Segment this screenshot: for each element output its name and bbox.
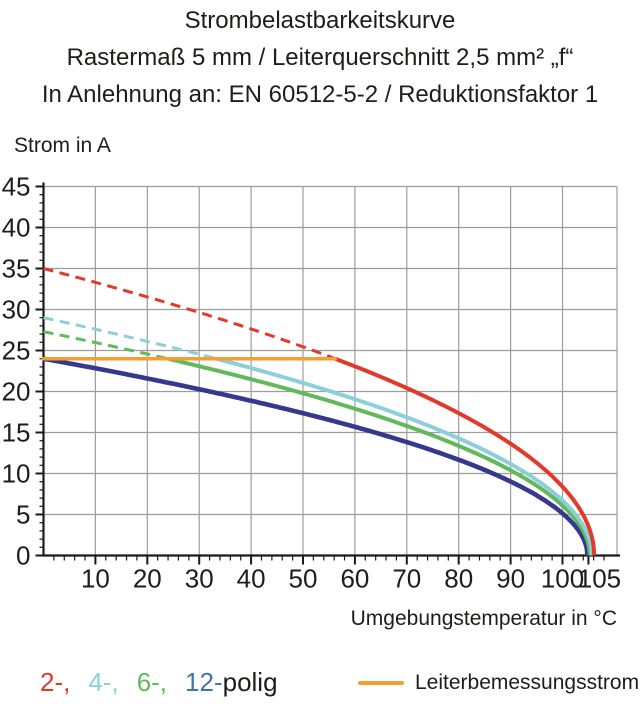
- y-tick-label: 45: [2, 172, 31, 202]
- axes: [42, 182, 620, 557]
- legend-item-2-polig: 2-,: [40, 667, 70, 698]
- x-tick-label: 30: [185, 564, 214, 594]
- y-tick-label: 15: [2, 418, 31, 448]
- y-tick-label: 35: [2, 254, 31, 284]
- chart-header: Strombelastbarkeitskurve Rastermaß 5 mm …: [0, 2, 640, 113]
- legend-item-4-polig: 4-,: [88, 667, 118, 698]
- x-tick-label: 40: [237, 564, 266, 594]
- rated-current-label: Leiterbemessungsstrom: [415, 671, 640, 694]
- legend-item-12-polig: 12-polig: [185, 667, 278, 698]
- series-6-polig-curve: [167, 356, 592, 556]
- series-4-polig-curve: [215, 356, 594, 556]
- x-tick-label: 105: [578, 564, 621, 594]
- grid-lines: [43, 185, 618, 556]
- legend-item-6-polig: 6-,: [137, 667, 167, 698]
- y-tick-label: 10: [2, 459, 31, 489]
- x-axis-title: Umgebungstemperatur in °C: [350, 607, 617, 630]
- legend-item-value: 12-: [185, 667, 223, 697]
- y-tick-label: 5: [16, 500, 30, 530]
- y-tick-label: 25: [2, 336, 31, 366]
- tick-marks: [35, 185, 605, 565]
- y-tick-label: 40: [2, 213, 31, 243]
- legend-rated-current: Leiterbemessungsstrom: [358, 671, 639, 695]
- series-2-polig-dashed: [43, 267, 336, 361]
- series-12-polig-curve: [43, 356, 590, 556]
- tick-labels: 0 5 10 15 20 25 30 35 40 45 10 20 30 40 50 60 70 80 90 1001…: [2, 172, 622, 594]
- series-6-polig-dashed: [43, 330, 168, 361]
- x-tick-label: 90: [496, 564, 525, 594]
- x-tick-label: 50: [289, 564, 318, 594]
- y-tick-label: 20: [2, 377, 31, 407]
- legend-item-value: 4-,: [88, 667, 119, 697]
- x-tick-label: 100: [541, 564, 584, 594]
- series-4-polig-dashed: [43, 316, 217, 361]
- chart-title-line1: Strombelastbarkeitskurve: [184, 7, 456, 34]
- chart-title-line2: Rastermaß 5 mm / Leiterquerschnitt 2,5 m…: [66, 44, 574, 71]
- x-tick-label: 80: [444, 564, 473, 594]
- legend-suffix: polig: [222, 667, 278, 697]
- x-tick-label: 20: [133, 564, 162, 594]
- legend-item-value: 2-,: [40, 667, 71, 697]
- x-tick-label: 10: [81, 564, 110, 594]
- rated-current-swatch: [358, 681, 404, 685]
- legend-poles: 2-, 4-, 6-, 12-polig: [40, 667, 278, 698]
- chart-title-line3: In Anlehnung an: EN 60512-5-2 / Reduktio…: [41, 81, 599, 108]
- legend-item-value: 6-,: [136, 667, 168, 697]
- x-tick-label: 70: [392, 564, 421, 594]
- y-axis-title: Strom in A: [14, 134, 111, 157]
- y-tick-label: 0: [16, 541, 30, 571]
- y-tick-label: 30: [2, 295, 31, 325]
- series-2-polig-curve: [334, 356, 597, 556]
- x-tick-label: 60: [340, 564, 369, 594]
